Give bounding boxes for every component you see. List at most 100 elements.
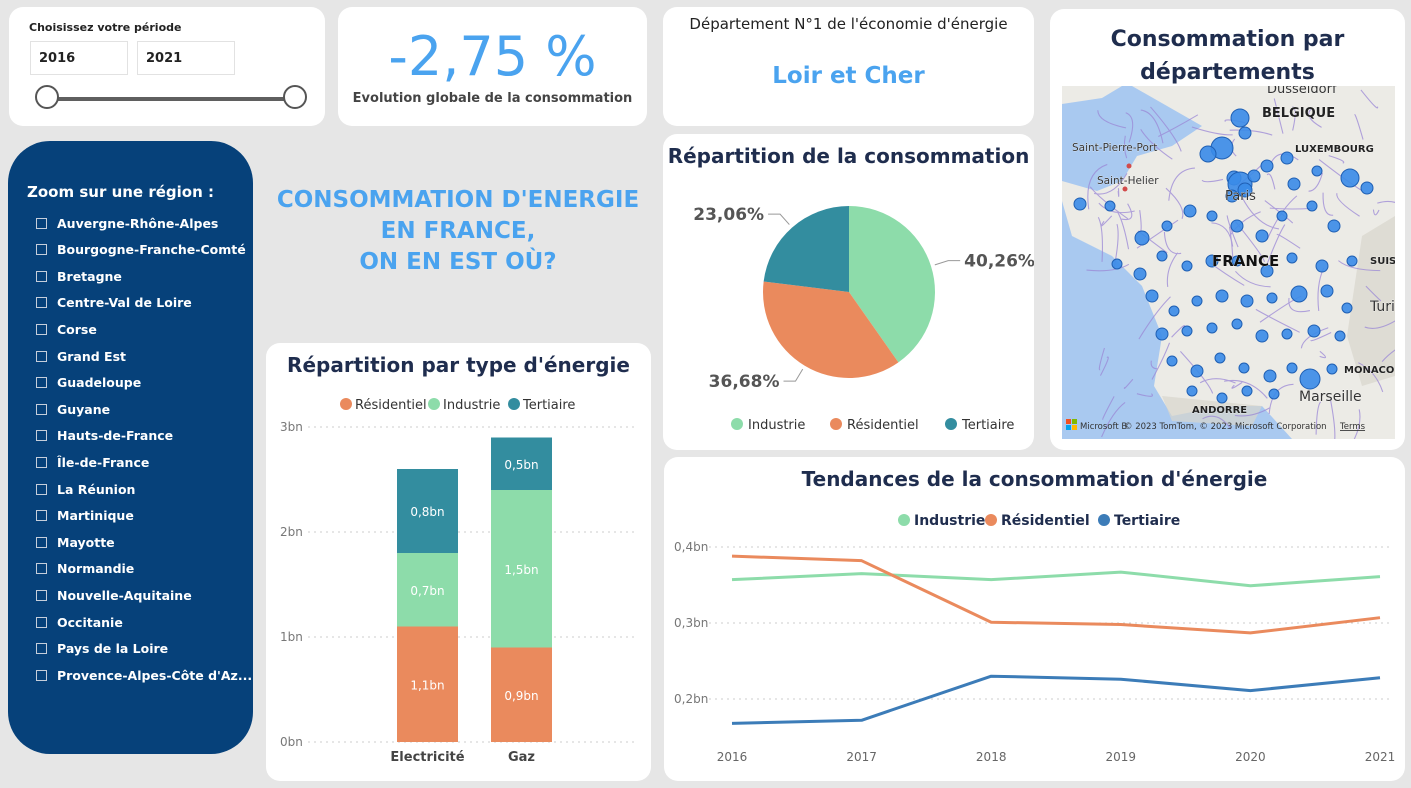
map-department-bubble[interactable] bbox=[1281, 328, 1293, 340]
map-department-bubble[interactable] bbox=[1307, 324, 1321, 338]
region-item-bourgogne-franche-comte[interactable]: Bourgogne-Franche-Comté bbox=[36, 240, 246, 260]
map-department-bubble[interactable] bbox=[1334, 330, 1346, 342]
map-department-bubble[interactable] bbox=[1183, 204, 1197, 218]
map-department-bubble[interactable] bbox=[1266, 292, 1278, 304]
region-item-grand-est[interactable]: Grand Est bbox=[36, 346, 126, 366]
pie-slice-0[interactable] bbox=[849, 206, 935, 363]
map-department-bubble[interactable] bbox=[1360, 181, 1374, 195]
map-terms-link[interactable]: Terms bbox=[1339, 422, 1366, 432]
region-item-martinique[interactable]: Martinique bbox=[36, 506, 134, 526]
map-department-bubble[interactable] bbox=[1111, 258, 1123, 270]
map-department-bubble[interactable] bbox=[1280, 151, 1294, 165]
map-department-bubble[interactable] bbox=[1161, 220, 1173, 232]
map-department-bubble[interactable] bbox=[1268, 388, 1280, 400]
map-department-bubble[interactable] bbox=[1276, 210, 1288, 222]
region-checkbox[interactable] bbox=[36, 217, 47, 229]
map-department-bubble[interactable] bbox=[1306, 200, 1318, 212]
map-department-bubble[interactable] bbox=[1326, 363, 1338, 375]
bar-segment-1-2[interactable] bbox=[491, 437, 552, 491]
map-department-bubble[interactable] bbox=[1241, 385, 1253, 397]
region-checkbox[interactable] bbox=[36, 643, 47, 655]
map-department-bubble[interactable] bbox=[1231, 255, 1243, 267]
map-department-bubble[interactable] bbox=[1134, 230, 1150, 246]
region-checkbox[interactable] bbox=[36, 669, 47, 681]
period-slider-track[interactable] bbox=[47, 97, 297, 101]
map-department-bubble[interactable] bbox=[1286, 252, 1298, 264]
period-slider-end-handle[interactable] bbox=[283, 85, 307, 109]
map-department-bubble[interactable] bbox=[1346, 255, 1358, 267]
region-item-centre-val-de-loire[interactable]: Centre-Val de Loire bbox=[36, 293, 192, 313]
map-department-bubble[interactable] bbox=[1320, 284, 1334, 298]
map-department-bubble[interactable] bbox=[1166, 355, 1178, 367]
bar-segment-0-2[interactable] bbox=[397, 469, 458, 553]
france-bubble-map[interactable]: Dusseldorf BELGIQUE LUXEMBOURG Saint-Pierre… bbox=[1062, 86, 1395, 439]
map-department-bubble[interactable] bbox=[1225, 189, 1239, 203]
region-item-mayotte[interactable]: Mayotte bbox=[36, 532, 115, 552]
region-checkbox[interactable] bbox=[36, 430, 47, 442]
region-item-auvergne-rhone-alpes[interactable]: Auvergne-Rhône-Alpes bbox=[36, 213, 218, 233]
map-department-bubble[interactable] bbox=[1214, 352, 1226, 364]
region-item-hauts-de-france[interactable]: Hauts-de-France bbox=[36, 426, 173, 446]
map-department-bubble[interactable] bbox=[1073, 197, 1087, 211]
region-item-occitanie[interactable]: Occitanie bbox=[36, 612, 123, 632]
region-item-normandie[interactable]: Normandie bbox=[36, 559, 134, 579]
bar-segment-1-1[interactable] bbox=[491, 490, 552, 648]
region-item-provence-alpes-cote-d-az[interactable]: Provence-Alpes-Côte d'Az... bbox=[36, 665, 252, 685]
map-department-bubble[interactable] bbox=[1238, 362, 1250, 374]
region-item-ile-de-france[interactable]: Île-de-France bbox=[36, 452, 149, 472]
map-department-bubble[interactable] bbox=[1247, 169, 1261, 183]
map-department-bubble[interactable] bbox=[1206, 322, 1218, 334]
region-checkbox[interactable] bbox=[36, 377, 47, 389]
region-checkbox[interactable] bbox=[36, 244, 47, 256]
bar-segment-0-1[interactable] bbox=[397, 553, 458, 627]
stacked-bar-chart[interactable]: 0bn 1bn 2bn 3bn 1,1bn 0,7bn 0,8bn Electricité 0,… bbox=[266, 343, 651, 781]
map-department-bubble[interactable] bbox=[1311, 165, 1323, 177]
map-department-bubble[interactable] bbox=[1315, 259, 1329, 273]
region-checkbox[interactable] bbox=[36, 323, 47, 335]
line-series-0[interactable] bbox=[731, 570, 1381, 588]
line-series-1[interactable] bbox=[731, 554, 1381, 635]
region-item-guadeloupe[interactable]: Guadeloupe bbox=[36, 373, 141, 393]
region-checkbox[interactable] bbox=[36, 270, 47, 282]
map-department-bubble[interactable] bbox=[1263, 369, 1277, 383]
map-department-bubble[interactable] bbox=[1240, 294, 1254, 308]
map-department-bubble[interactable] bbox=[1230, 219, 1244, 233]
region-checkbox[interactable] bbox=[36, 403, 47, 415]
region-item-guyane[interactable]: Guyane bbox=[36, 399, 110, 419]
region-checkbox[interactable] bbox=[36, 589, 47, 601]
map-department-bubble[interactable] bbox=[1255, 229, 1269, 243]
map-department-bubble[interactable] bbox=[1237, 182, 1253, 198]
map-department-bubble[interactable] bbox=[1340, 168, 1360, 188]
map-department-bubble[interactable] bbox=[1181, 325, 1193, 337]
region-checkbox[interactable] bbox=[36, 350, 47, 362]
region-checkbox[interactable] bbox=[36, 616, 47, 628]
map-department-bubble[interactable] bbox=[1181, 260, 1193, 272]
region-checkbox[interactable] bbox=[36, 297, 47, 309]
map-department-bubble[interactable] bbox=[1215, 289, 1229, 303]
end-year-input[interactable]: 2021 bbox=[137, 41, 235, 75]
map-department-bubble[interactable] bbox=[1133, 267, 1147, 281]
region-checkbox[interactable] bbox=[36, 510, 47, 522]
map-department-bubble[interactable] bbox=[1238, 126, 1252, 140]
map-department-bubble[interactable] bbox=[1230, 108, 1250, 128]
region-item-la-reunion[interactable]: La Réunion bbox=[36, 479, 135, 499]
bar-segment-0-0[interactable] bbox=[397, 626, 458, 743]
pie-chart[interactable]: 40,26% 36,68% 23,06% Industrie Résidentiel Te… bbox=[663, 134, 1034, 450]
map-department-bubble[interactable] bbox=[1260, 159, 1274, 173]
map-department-bubble[interactable] bbox=[1286, 362, 1298, 374]
region-item-corse[interactable]: Corse bbox=[36, 319, 97, 339]
map-department-bubble[interactable] bbox=[1260, 264, 1274, 278]
region-checkbox[interactable] bbox=[36, 483, 47, 495]
map-department-bubble[interactable] bbox=[1206, 210, 1218, 222]
pie-slice-1[interactable] bbox=[763, 281, 899, 378]
map-department-bubble[interactable] bbox=[1199, 145, 1217, 163]
map-department-bubble[interactable] bbox=[1205, 254, 1219, 268]
map-department-bubble[interactable] bbox=[1104, 200, 1116, 212]
map-department-bubble[interactable] bbox=[1155, 327, 1169, 341]
region-item-nouvelle-aquitaine[interactable]: Nouvelle-Aquitaine bbox=[36, 585, 192, 605]
region-item-bretagne[interactable]: Bretagne bbox=[36, 266, 122, 286]
map-department-bubble[interactable] bbox=[1216, 392, 1228, 404]
bar-segment-1-0[interactable] bbox=[491, 647, 552, 743]
map-department-bubble[interactable] bbox=[1299, 368, 1321, 390]
map-department-bubble[interactable] bbox=[1255, 329, 1269, 343]
